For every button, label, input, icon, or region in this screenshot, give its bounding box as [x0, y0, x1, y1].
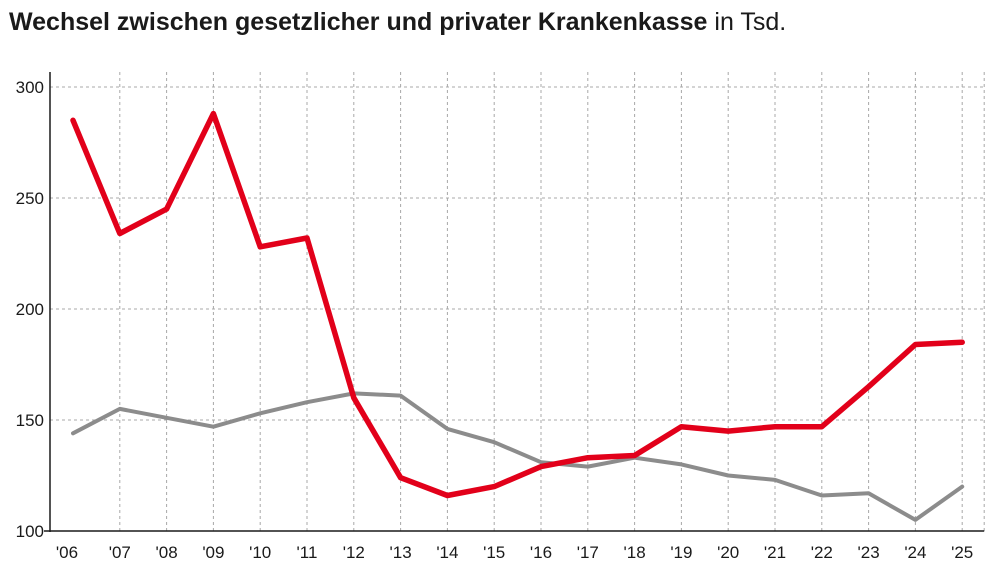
series	[70, 110, 965, 522]
x-tick-label: '17	[577, 543, 599, 562]
x-tick-label: '10	[249, 543, 271, 562]
x-tick-label: '25	[951, 543, 973, 562]
chart-title-unit: in Tsd.	[714, 8, 787, 36]
grid	[50, 72, 985, 531]
x-tick-label: '08	[156, 543, 178, 562]
y-tick-label: 150	[16, 411, 44, 430]
x-tick-label: '20	[717, 543, 739, 562]
x-tick-label: '23	[858, 543, 880, 562]
x-tick-label: '14	[436, 543, 458, 562]
y-tick-label: 250	[16, 189, 44, 208]
x-tick-label: '07	[109, 543, 131, 562]
series-line-grey	[71, 391, 965, 522]
chart-title: Wechsel zwischen gesetzlicher und privat…	[9, 6, 786, 38]
x-tick-label: '09	[202, 543, 224, 562]
y-tick-label: 300	[16, 78, 44, 97]
x-tick-label: '15	[483, 543, 505, 562]
series-line-red	[70, 110, 965, 499]
x-tick-label: '19	[670, 543, 692, 562]
x-tick-label: '12	[343, 543, 365, 562]
x-tick-label: '16	[530, 543, 552, 562]
x-tick-label: '22	[811, 543, 833, 562]
x-tick-label: '24	[904, 543, 926, 562]
x-tick-label: '13	[390, 543, 412, 562]
y-tick-label: 100	[16, 522, 44, 541]
chart-title-main: Wechsel zwischen gesetzlicher und privat…	[9, 8, 708, 36]
x-tick-labels: '06 '07 '08 '09 '10 '11 '12 '13 '14 '15 '16 '17 '18 '…	[56, 543, 973, 562]
axes	[44, 72, 985, 532]
y-tick-labels: 100 150 200 250 300	[16, 78, 44, 541]
x-tick-label: '18	[624, 543, 646, 562]
x-tick-label: '06	[56, 543, 78, 562]
x-tick-label: '11	[297, 543, 318, 562]
y-tick-label: 200	[16, 300, 44, 319]
x-tick-label: '21	[764, 543, 786, 562]
